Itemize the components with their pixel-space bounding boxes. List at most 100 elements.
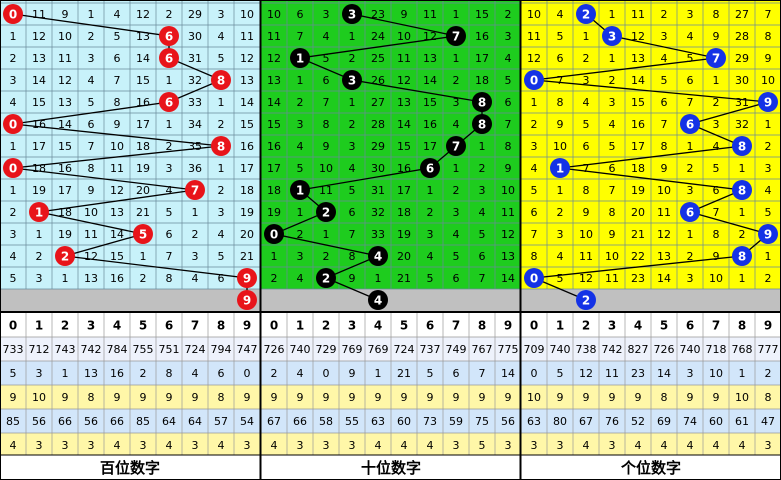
ball [420,158,440,178]
cell: 3 [427,228,434,241]
cell: 1 [10,184,17,197]
cell: 11 [501,206,515,219]
cell: 2 [479,162,486,175]
stat-cell: 794 [211,343,232,356]
cell: 1 [323,228,330,241]
cell: 13 [267,74,281,87]
ball-label: 0 [530,74,538,88]
stat-cell: 3 [36,439,43,452]
cell: 10 [579,228,593,241]
cell: 16 [423,118,437,131]
cell: 3 [349,140,356,153]
cell: 6 [323,74,330,87]
ball [758,92,778,112]
stat-cell: 4 [166,439,173,452]
cell: 9 [713,30,720,43]
footer-bg [0,455,260,480]
cell: 9 [505,162,512,175]
cell: 14 [240,96,254,109]
cell: 10 [657,184,671,197]
stat-cell: 747 [237,343,258,356]
header-digit: 6 [686,319,694,333]
ball-label: 2 [582,8,590,22]
cell: 36 [188,162,202,175]
cell: 16 [136,96,150,109]
cell: 2 [349,52,356,65]
cell: 4 [453,118,460,131]
cell: 14 [267,96,281,109]
ball-label: 1 [296,52,304,66]
stat-cell: 9 [271,391,278,404]
cell: 4 [609,118,616,131]
cell: 11 [240,30,254,43]
header-digit: 1 [35,319,43,333]
stat-cell: 10 [735,391,749,404]
ball-label: 5 [139,228,147,242]
cell: 10 [58,30,72,43]
cell: 1 [218,96,225,109]
stat-cell: 80 [553,415,567,428]
cell: 3 [557,228,564,241]
cell: 2 [10,52,17,65]
ball-label: 2 [322,272,330,286]
ball [472,92,492,112]
ball-label: 2 [61,250,69,264]
stat-cell: 74 [683,415,697,428]
cell: 10 [240,8,254,21]
stat-cell: 4 [427,439,434,452]
cell: 8 [713,8,720,21]
cell: 30 [371,162,385,175]
stat-cell: 9 [349,391,356,404]
stat-cell: 775 [498,343,519,356]
cell: 6 [609,162,616,175]
cell: 3 [218,206,225,219]
stat-cell: 4 [114,439,121,452]
ball [732,180,752,200]
cell: 12 [110,184,124,197]
stat-cell: 61 [735,415,749,428]
header-digit: 8 [478,319,486,333]
cell: 4 [583,96,590,109]
header-digit: 2 [322,319,330,333]
cell: 1 [218,162,225,175]
stat-cell: 5 [557,367,564,380]
cell: 4 [765,184,772,197]
stat-cell: 740 [550,343,571,356]
cell: 19 [58,228,72,241]
stat-cell: 63 [371,415,385,428]
cell: 4 [10,250,17,263]
cell: 2 [661,8,668,21]
cell: 6 [218,272,225,285]
cell: 13 [631,52,645,65]
stat-cell: 726 [654,343,675,356]
ball [159,26,179,46]
cell: 5 [10,272,17,285]
ball [524,268,544,288]
cell: 6 [531,206,538,219]
cell: 12 [136,8,150,21]
ball-label: 6 [686,206,694,220]
cell: 2 [557,206,564,219]
cell: 4 [427,250,434,263]
cell: 11 [631,8,645,21]
stat-cell: 4 [297,367,304,380]
stat-cell: 5 [427,367,434,380]
cell: 5 [609,140,616,153]
ball-label: 3 [348,8,356,22]
ball [29,202,49,222]
cell: 27 [371,96,385,109]
cell: 2 [505,8,512,21]
cell: 18 [631,162,645,175]
cell: 18 [240,184,254,197]
stat-cell: 6 [453,367,460,380]
cell: 7 [557,74,564,87]
ball [133,224,153,244]
cell: 2 [687,162,694,175]
cell: 14 [58,118,72,131]
cell: 2 [218,184,225,197]
stat-cell: 769 [368,343,389,356]
ball [472,114,492,134]
ball-label: 0 [270,228,278,242]
cell: 5 [297,162,304,175]
cell: 7 [297,30,304,43]
